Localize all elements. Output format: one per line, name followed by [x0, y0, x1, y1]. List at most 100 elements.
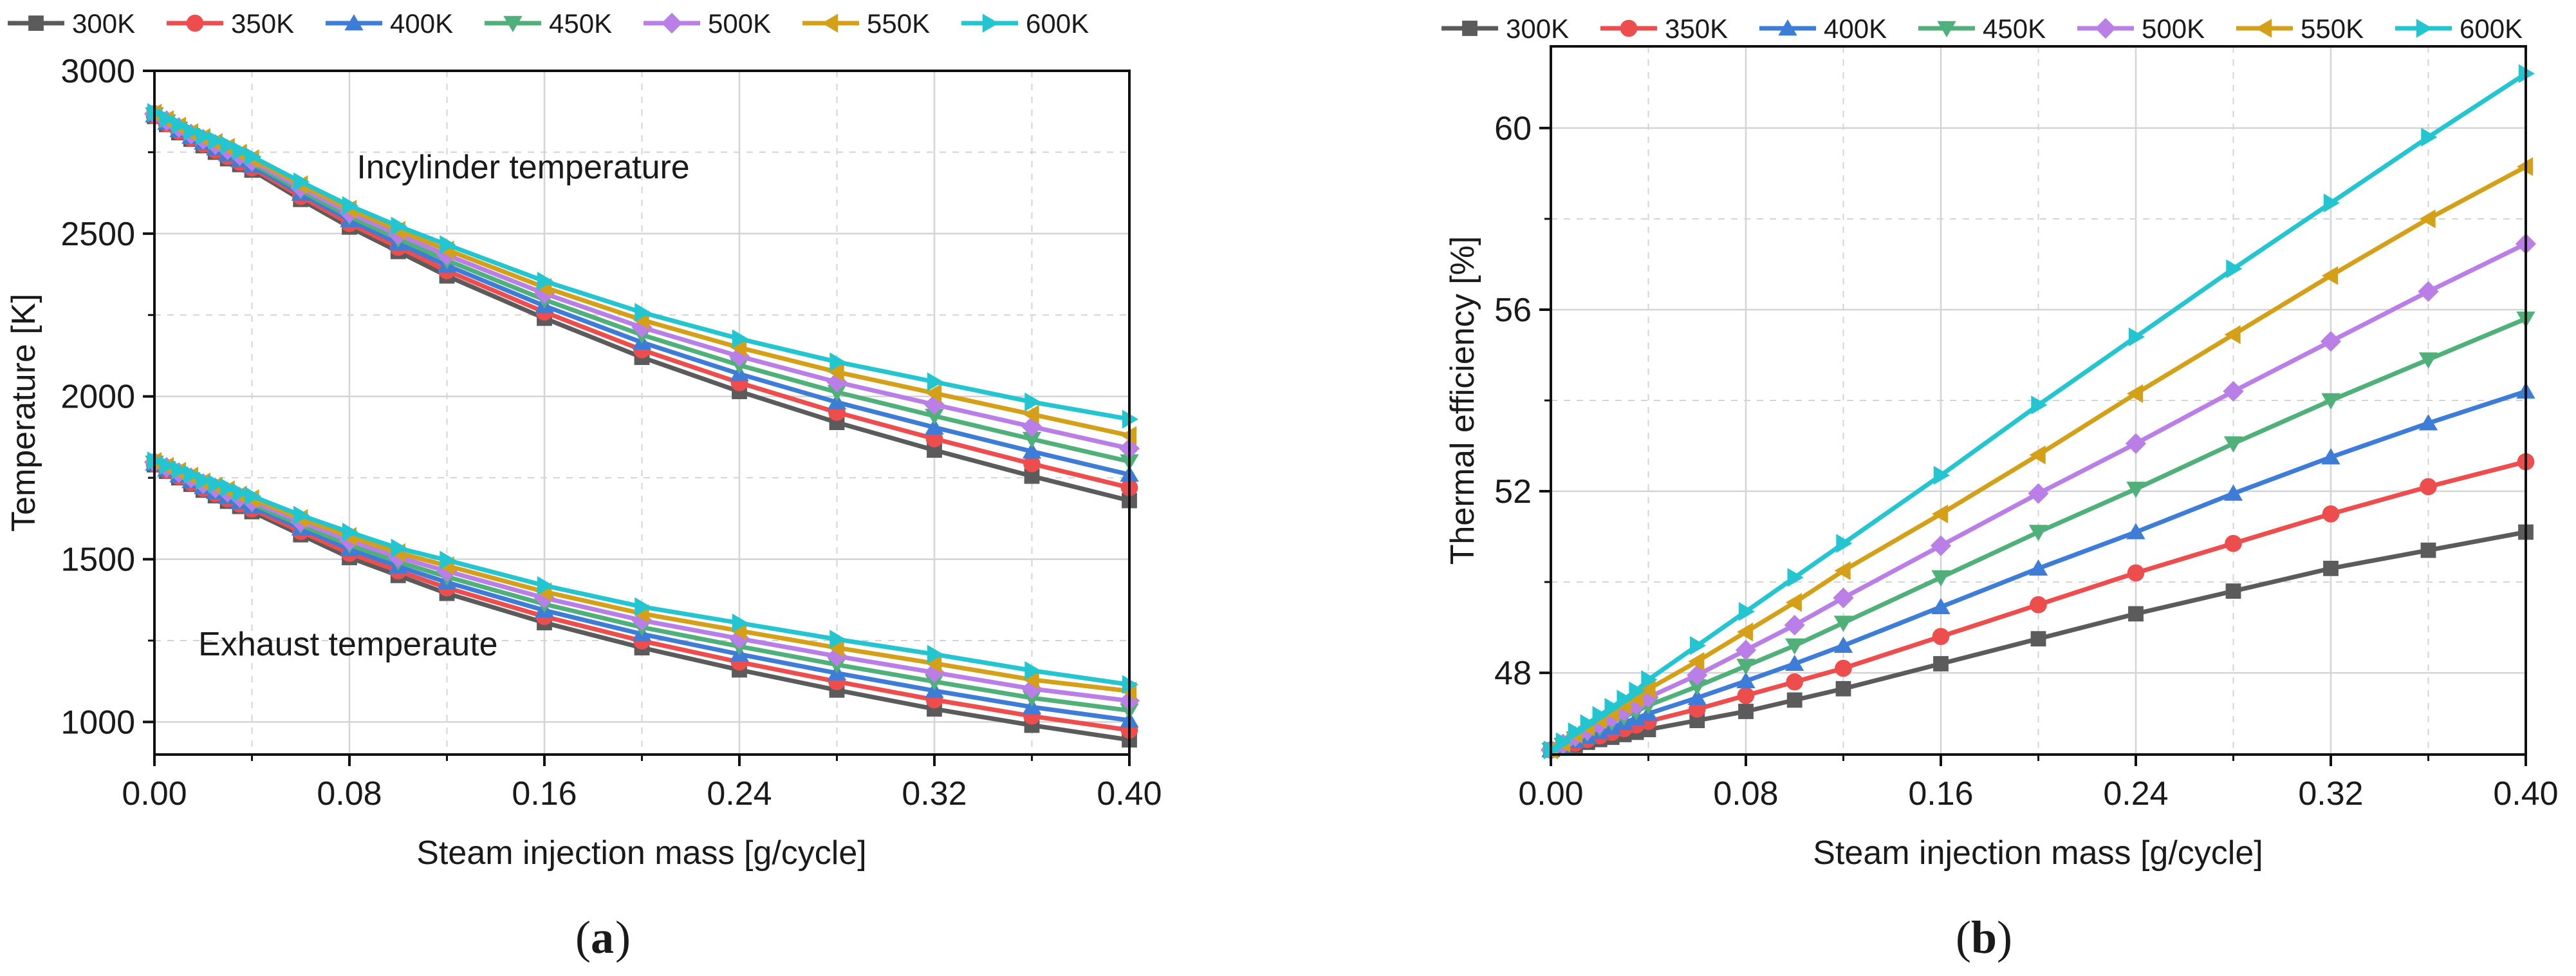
data-point	[1836, 534, 1853, 553]
data-point	[732, 329, 748, 348]
svg-text:(: (	[1956, 912, 1971, 963]
legend-marker	[1620, 19, 1638, 37]
data-point	[2226, 259, 2243, 279]
legend-item-500K: 500K	[2077, 14, 2205, 44]
data-point	[2223, 436, 2243, 453]
panel-a-y-axis-label: Temperature [K]	[5, 294, 42, 532]
data-point	[1738, 602, 1755, 621]
data-point	[232, 483, 249, 503]
data-point	[828, 638, 844, 657]
data-point	[2322, 505, 2340, 523]
data-point	[1833, 636, 1853, 653]
data-point	[342, 196, 358, 216]
data-point	[925, 383, 942, 403]
data-point	[1687, 688, 1707, 706]
legend-marker	[822, 14, 839, 33]
data-point	[2321, 448, 2340, 465]
panel-b-x-axis-label: Steam injection mass [g/cycle]	[1813, 834, 2263, 872]
legend-marker	[344, 14, 364, 31]
data-point	[925, 653, 942, 673]
data-point	[2419, 209, 2436, 229]
data-point	[827, 393, 847, 410]
legend-label: 350K	[1665, 14, 1728, 44]
x-tick-label: 0.08	[317, 775, 382, 812]
data-point	[2031, 395, 2048, 415]
data-point	[293, 172, 310, 192]
series-600K-incylinder	[147, 103, 1138, 429]
data-point	[635, 597, 651, 617]
legend-label: 450K	[1983, 14, 2046, 44]
data-point	[2321, 393, 2340, 409]
data-point	[1785, 654, 1804, 671]
data-point	[730, 338, 747, 357]
data-point	[159, 456, 176, 475]
legend-marker	[1462, 21, 1478, 36]
legend-label: 300K	[72, 8, 135, 39]
data-point	[2421, 127, 2438, 147]
data-point	[2127, 564, 2145, 582]
data-point	[1785, 593, 1802, 612]
data-point	[1833, 587, 1854, 608]
data-point	[537, 576, 553, 596]
data-point	[2030, 596, 2047, 614]
data-point	[2323, 560, 2339, 576]
legend-item-450K: 450K	[1918, 14, 2046, 44]
data-point	[2028, 483, 2049, 504]
legend-label: 550K	[2301, 14, 2364, 44]
legend-item-600K: 600K	[2395, 14, 2523, 44]
data-point	[1835, 659, 1852, 677]
data-point	[2322, 266, 2339, 285]
legend-label: 500K	[708, 8, 771, 39]
legend-item-400K: 400K	[326, 8, 453, 39]
panel-b: 0.00 0.08 0.16 0.24 0.32 0.40 48 52 56 60 Steam i…	[1444, 45, 2559, 963]
panel-b-ticks: 0.00 0.08 0.16 0.24 0.32 0.40 48 52 56 60	[1494, 110, 2558, 812]
legend-marker	[2256, 19, 2272, 38]
x-tick-label: 0.32	[902, 775, 967, 812]
legend-item-300K: 300K	[1441, 14, 1569, 44]
data-point	[826, 371, 848, 393]
data-point	[232, 141, 249, 161]
data-point	[537, 271, 553, 291]
legend-marker	[661, 12, 683, 34]
legend-label: 350K	[231, 8, 294, 39]
data-point	[1580, 714, 1597, 733]
data-point	[2128, 606, 2144, 622]
data-point	[2224, 325, 2241, 344]
legend-label: 600K	[1026, 8, 1089, 39]
data-point	[1024, 392, 1041, 412]
data-point	[1835, 680, 1851, 697]
data-point	[2225, 583, 2241, 599]
data-point	[1930, 535, 1952, 556]
x-tick-label: 0.16	[512, 775, 577, 812]
data-point	[1787, 568, 1804, 587]
data-point	[1687, 664, 1708, 686]
data-point	[728, 628, 750, 650]
data-point	[208, 474, 225, 494]
y-tick-label: 1000	[60, 704, 135, 741]
data-point	[1639, 679, 1656, 699]
legend-label: 550K	[867, 8, 930, 39]
data-point	[1023, 404, 1039, 424]
legend-marker	[186, 14, 204, 32]
panel-a-series	[144, 103, 1140, 748]
data-point	[293, 505, 310, 525]
legend-item-500K: 500K	[644, 8, 771, 39]
panel-a-annotation-incylinder: Incylinder temperature	[357, 149, 689, 186]
panel-b-y-axis-label: Thermal efficiency [%]	[1444, 236, 1481, 565]
data-point	[1592, 706, 1609, 726]
legend-marker	[1778, 19, 1797, 36]
data-point	[1834, 561, 1851, 581]
data-point	[1736, 671, 1756, 688]
data-point	[1024, 468, 1040, 484]
data-point	[927, 644, 943, 664]
svg-text:): )	[1997, 912, 2012, 963]
legend-label: 400K	[390, 8, 453, 39]
data-point	[196, 126, 212, 145]
data-point	[1735, 639, 1757, 661]
x-tick-label: 0.00	[122, 775, 187, 812]
x-tick-label: 0.24	[707, 775, 772, 812]
data-point	[2418, 352, 2438, 369]
data-point	[2420, 542, 2436, 558]
data-point	[923, 394, 945, 415]
data-point	[1933, 465, 1950, 485]
